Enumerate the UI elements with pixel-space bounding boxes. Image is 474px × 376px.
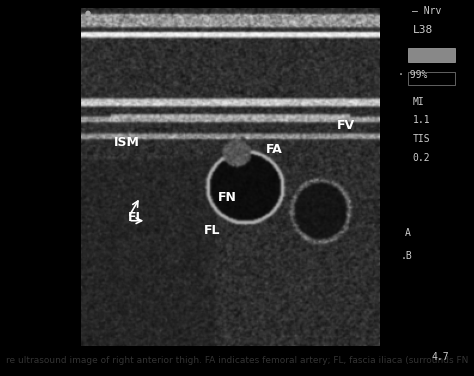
Text: .B: .B: [401, 251, 412, 261]
Bar: [408, 72, 455, 85]
Text: — Nrv: — Nrv: [412, 6, 442, 16]
Text: FL: FL: [204, 224, 220, 237]
Text: ●: ●: [85, 10, 91, 16]
Text: FV: FV: [337, 120, 355, 132]
Text: re ultrasound image of right anterior thigh. FA indicates femoral artery; FL, fa: re ultrasound image of right anterior th…: [6, 356, 468, 365]
Text: FI: FI: [128, 211, 141, 224]
Text: 4.7: 4.7: [431, 352, 449, 362]
Text: A: A: [405, 228, 411, 238]
Text: · 99%: · 99%: [398, 70, 428, 80]
Text: TIS: TIS: [412, 134, 430, 144]
Text: FA: FA: [265, 143, 282, 156]
Text: ISM: ISM: [114, 136, 140, 149]
Text: MI: MI: [412, 97, 424, 106]
Text: 1.1: 1.1: [412, 115, 430, 125]
Text: FN: FN: [218, 191, 237, 203]
Text: L38: L38: [412, 25, 433, 35]
Bar: [408, 48, 455, 62]
Text: 0.2: 0.2: [412, 153, 430, 163]
